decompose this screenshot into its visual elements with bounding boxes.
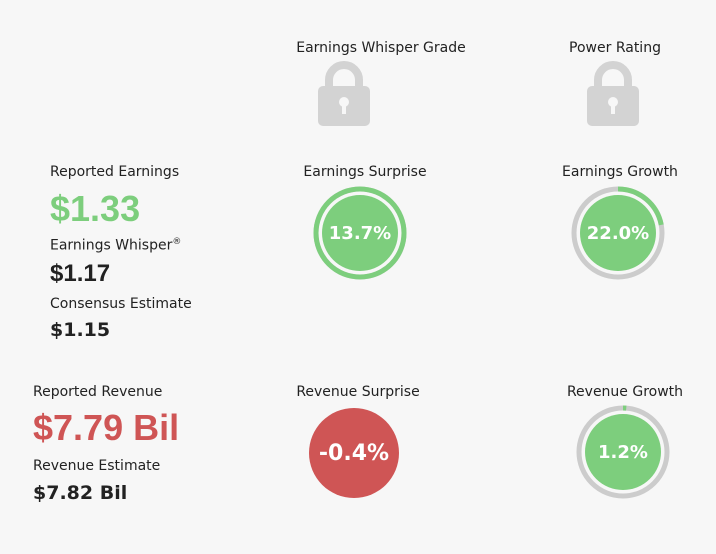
earnings-whisper-grade-lock-icon[interactable] xyxy=(316,58,372,128)
power-rating-lock-icon[interactable] xyxy=(585,58,641,128)
registered-mark: ® xyxy=(172,237,182,247)
earnings-surprise-disc xyxy=(322,195,398,271)
consensus-estimate-label: Consensus Estimate xyxy=(50,296,192,312)
revenue-surprise-value: -0.4% xyxy=(318,440,390,466)
revenue-growth-label: Revenue Growth xyxy=(566,384,684,400)
reported-revenue-label: Reported Revenue xyxy=(33,384,163,400)
revenue-growth-value: 1.2% xyxy=(598,441,648,463)
earnings-growth-value: 22.0% xyxy=(586,222,650,244)
earnings-surprise-gauge: 13.7% xyxy=(312,185,408,281)
earnings-growth-gauge: 22.0% xyxy=(570,185,666,281)
power-rating-label: Power Rating xyxy=(569,40,661,56)
reported-earnings-value: $1.33 xyxy=(50,188,141,229)
earnings-whisper-grade-label: Earnings Whisper Grade xyxy=(296,40,466,56)
revenue-surprise-label: Revenue Surprise xyxy=(296,384,420,400)
revenue-estimate-label: Revenue Estimate xyxy=(33,458,161,474)
earnings-surprise-value: 13.7% xyxy=(328,222,392,244)
consensus-estimate-value: $1.15 xyxy=(50,319,111,341)
revenue-growth-gauge: 1.2% xyxy=(575,404,671,500)
earnings-surprise-label: Earnings Surprise xyxy=(303,164,427,180)
revenue-estimate-value: $7.82 Bil xyxy=(33,482,128,504)
revenue-growth-arc xyxy=(576,405,670,499)
earnings-growth-arc xyxy=(571,186,665,280)
earnings-surprise-arc xyxy=(313,186,407,280)
reported-earnings-label: Reported Earnings xyxy=(50,164,180,180)
earnings-growth-label: Earnings Growth xyxy=(562,164,678,180)
revenue-surprise-disc: -0.4% xyxy=(309,408,399,498)
earnings-growth-disc xyxy=(580,195,656,271)
earnings-whisper-label: Earnings Whisper® xyxy=(50,237,182,254)
revenue-growth-disc xyxy=(585,414,661,490)
earnings-whisper-value: $1.17 xyxy=(50,260,111,287)
reported-revenue-value: $7.79 Bil xyxy=(33,407,180,448)
